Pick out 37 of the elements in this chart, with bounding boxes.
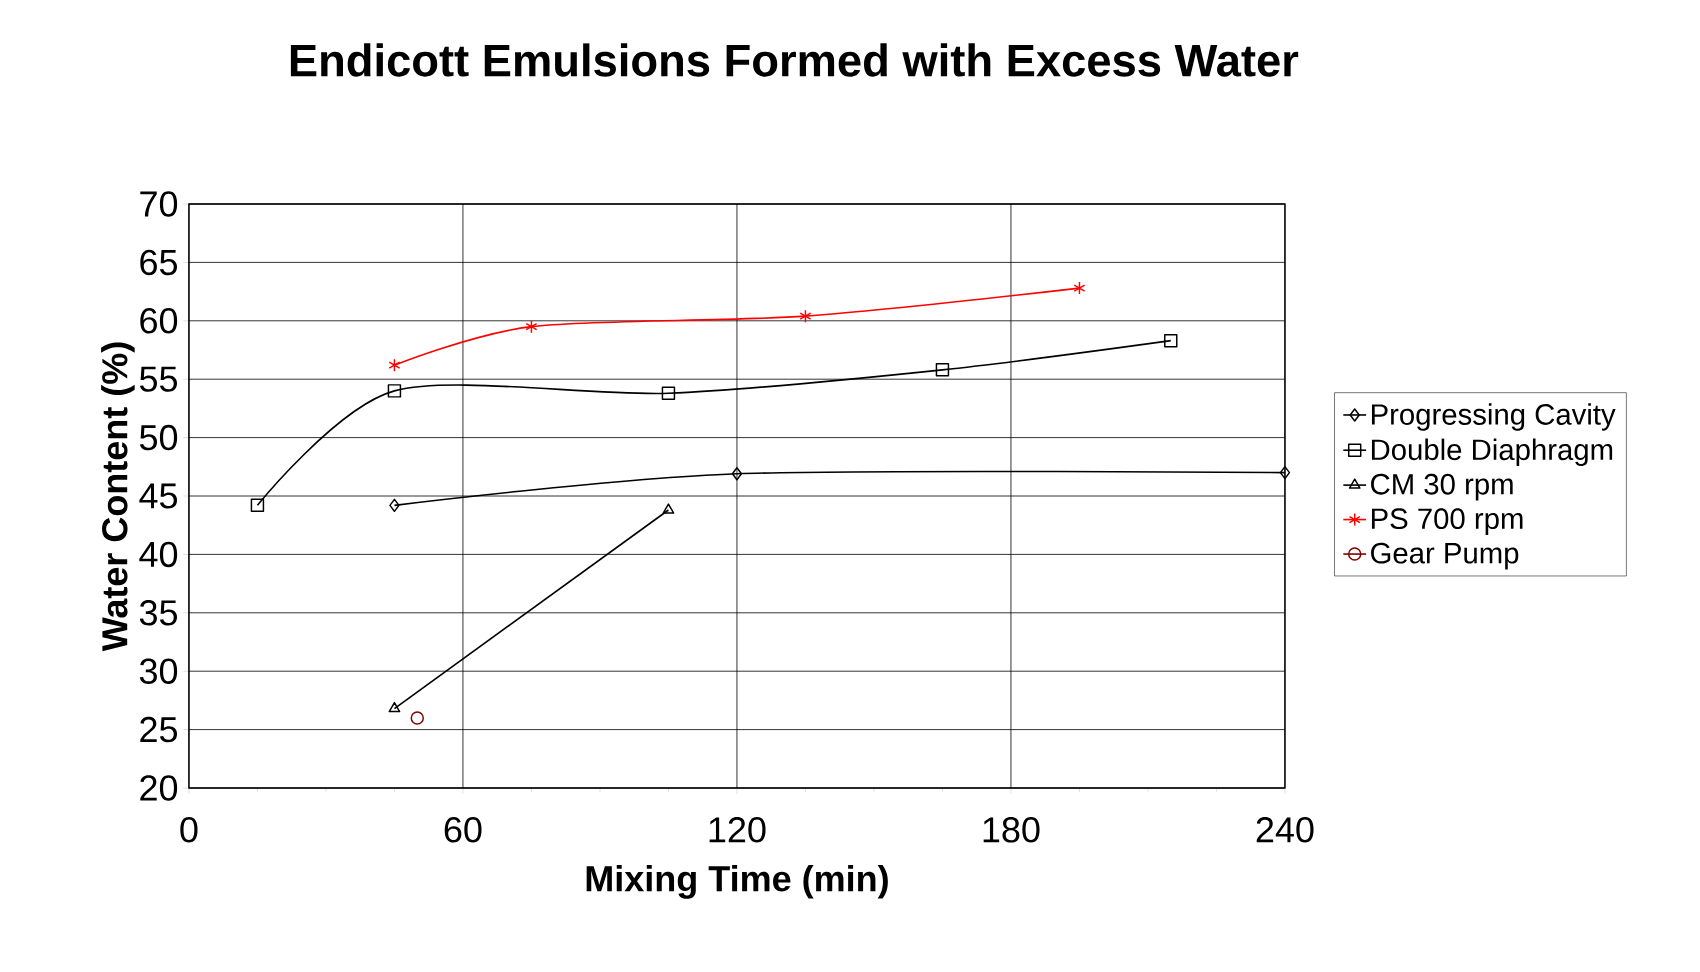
y-tick-label: 70 <box>140 191 178 217</box>
legend-label: Gear Pump <box>1371 542 1519 570</box>
point <box>935 363 950 377</box>
y-tick-label: 35 <box>139 600 178 626</box>
y-tick-label: 40 <box>139 541 178 568</box>
point <box>410 711 425 725</box>
point <box>731 467 743 481</box>
chart-title: Endicott Emulsions Formed with Excess Water <box>290 43 1299 77</box>
point <box>1279 465 1291 480</box>
legend-label: PS 700 rpm <box>1371 508 1523 535</box>
x-tick-label: 60 <box>444 817 482 843</box>
y-tick-label: 45 <box>139 483 178 509</box>
y-tick-label: 65 <box>140 249 178 276</box>
point <box>387 384 402 398</box>
point <box>1073 281 1086 295</box>
legend-label: Progressing Cavity <box>1371 403 1616 431</box>
y-axis-title: Water Content (%) <box>101 342 135 652</box>
x-tick-label: 0 <box>180 817 198 843</box>
y-tick-label: 25 <box>140 716 178 743</box>
point <box>1164 333 1178 348</box>
x-axis-title: Mixing Time (min) <box>586 865 888 899</box>
point <box>799 309 812 323</box>
x-tick-label: 180 <box>983 817 1040 843</box>
point <box>525 319 538 334</box>
point <box>250 498 265 513</box>
legend-label: CM 30 rpm <box>1371 473 1513 501</box>
y-tick-label: 55 <box>139 366 178 392</box>
point <box>389 498 400 513</box>
y-tick-label: 30 <box>139 658 178 684</box>
y-tick-label: 60 <box>140 308 178 334</box>
y-tick-label: 50 <box>139 424 178 451</box>
point <box>388 358 401 372</box>
point <box>661 386 676 400</box>
legend-label: Double Diaphragm <box>1371 438 1613 466</box>
y-tick-label: 20 <box>140 775 178 801</box>
x-tick-label: 240 <box>1256 817 1314 843</box>
x-tick-label: 120 <box>709 817 766 843</box>
